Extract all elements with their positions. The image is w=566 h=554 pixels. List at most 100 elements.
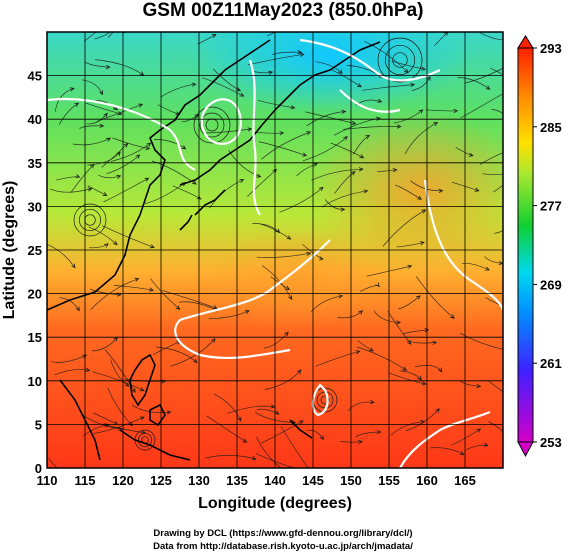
streamline-arrow: [417, 375, 422, 381]
y-tick-label: 5: [35, 417, 42, 432]
streamline: [315, 350, 360, 367]
y-axis-label: Latitude (degrees): [1, 181, 18, 320]
streamline-arrow: [123, 142, 129, 148]
streamline-arrow: [510, 309, 514, 312]
streamline: [93, 412, 118, 425]
streamline-arrow: [506, 38, 510, 41]
colorbar-label: 285: [540, 120, 562, 135]
streamline: [479, 152, 503, 165]
streamline: [227, 405, 275, 414]
streamline-arrow: [242, 438, 248, 443]
streamline-arrow: [141, 7, 145, 10]
streamline-arrow: [416, 295, 421, 300]
map-title: GSM 00Z11May2023 (850.0hPa): [142, 0, 424, 21]
credit-line-2: Data from http://database.rish.kyoto-u.a…: [153, 541, 413, 552]
streamline-arrow: [102, 191, 108, 196]
streamline: [272, 51, 302, 56]
streamline: [353, 135, 370, 155]
streamline: [208, 310, 250, 320]
streamline-arrow: [318, 256, 324, 261]
streamline-arrow: [396, 320, 402, 325]
streamline: [90, 288, 121, 296]
streamline-arrow: [421, 209, 427, 214]
weather-map: 110 115 120 125 130 135 140 145 150 155 160 165 0 5 1…: [1, 7, 562, 512]
x-tick-label: 150: [340, 473, 362, 488]
lat-lon-grid: [47, 32, 503, 468]
streamline-arrow: [237, 416, 242, 422]
streamline: [256, 436, 282, 468]
colorbar-label: 261: [540, 356, 562, 371]
streamline-arrow: [476, 428, 482, 433]
streamline-arrow: [432, 340, 438, 345]
streamline-arrow: [166, 410, 172, 415]
streamline-arrow: [303, 469, 307, 472]
streamline-arrow: [357, 83, 362, 88]
streamline-arrow: [134, 277, 140, 282]
streamline: [153, 341, 181, 355]
streamline-arrow: [239, 179, 245, 183]
streamline-arrow: [112, 240, 118, 246]
streamline-arrow: [139, 416, 145, 421]
streamline: [455, 147, 473, 156]
temperature-field: [47, 32, 503, 468]
streamline: [122, 32, 126, 34]
x-axis-ticks: 110 115 120 125 130 135 140 145 150 155 160 165: [37, 473, 476, 488]
streamline-arrow: [350, 171, 356, 176]
swirl-streamline: [377, 37, 423, 83]
streamline: [170, 338, 216, 367]
streamline-arrow: [135, 154, 141, 159]
streamline: [466, 444, 488, 450]
streamline: [482, 173, 503, 176]
streamline: [396, 241, 424, 248]
x-tick-label: 115: [75, 473, 96, 488]
streamline-arrow: [369, 399, 375, 405]
y-tick-label: 0: [35, 461, 42, 476]
streamline-arrow: [288, 295, 293, 301]
streamline: [95, 59, 144, 76]
streamline: [382, 209, 426, 247]
streamline-arrow: [286, 235, 292, 240]
streamline-arrow: [507, 222, 510, 226]
streamline: [315, 61, 343, 74]
swirl-streamline: [78, 208, 102, 232]
streamline: [464, 67, 503, 84]
streamline-arrow: [421, 381, 427, 386]
streamline-arrow: [297, 50, 303, 55]
streamline-arrow: [504, 66, 508, 69]
streamline-arrow: [392, 168, 398, 173]
streamline-arrow: [302, 152, 308, 157]
streamline: [451, 428, 481, 446]
streamline: [305, 111, 356, 125]
streamline: [355, 431, 381, 438]
streamline: [213, 393, 242, 422]
streamline: [247, 169, 277, 197]
streamline: [395, 184, 422, 200]
streamline: [101, 225, 155, 248]
streamline: [50, 188, 92, 193]
swirl-streamline: [384, 44, 416, 76]
streamline-arrow: [192, 358, 198, 364]
streamline: [90, 278, 139, 310]
streamline-arrow: [146, 142, 152, 147]
x-tick-label: 110: [37, 473, 58, 488]
streamline-arrow: [283, 22, 287, 26]
streamline-arrow: [514, 170, 518, 173]
streamline: [398, 295, 421, 310]
streamline-arrow: [377, 98, 383, 103]
streamline-arrow: [285, 285, 290, 291]
streamline-arrow: [358, 440, 363, 445]
streamline-arrow: [419, 241, 425, 246]
streamline: [256, 131, 284, 134]
streamline-arrow: [161, 379, 167, 384]
streamline: [457, 77, 490, 90]
streamline-arrow: [368, 347, 374, 352]
wind-streamlines: [47, 7, 518, 472]
streamline: [373, 310, 401, 323]
streamline-arrow: [211, 33, 217, 38]
streamline-arrow: [359, 154, 365, 159]
streamline: [153, 139, 186, 150]
streamline-arrow: [251, 456, 257, 461]
streamline-arrow: [118, 426, 123, 431]
streamline-arrow: [410, 82, 416, 87]
streamline-arrow: [407, 264, 413, 269]
